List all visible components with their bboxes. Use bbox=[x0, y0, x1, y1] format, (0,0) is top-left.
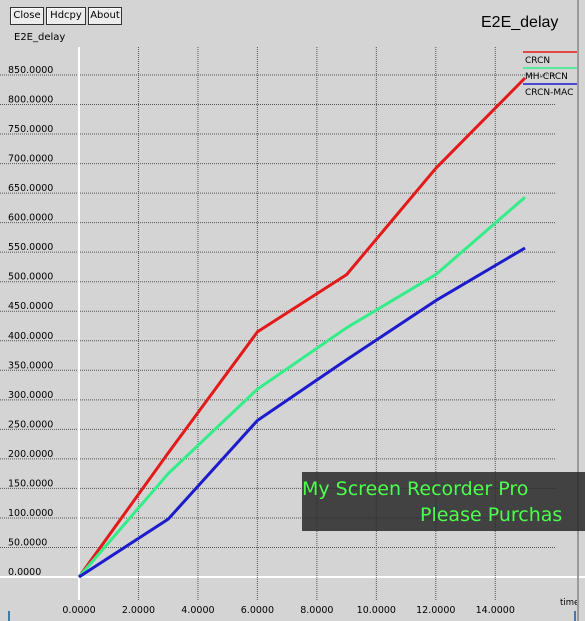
y-tick-label: 50.0000 bbox=[8, 537, 47, 548]
legend-label: CRCN-MAC bbox=[525, 88, 573, 98]
y-tick-label: 450.0000 bbox=[8, 301, 53, 312]
watermark-line-1: My Screen Recorder Pro bbox=[302, 478, 529, 500]
y-tick-label: 800.0000 bbox=[8, 95, 53, 106]
y-tick-label: 600.0000 bbox=[8, 213, 53, 224]
y-tick-label: 0.0000 bbox=[8, 567, 41, 578]
graph-subtitle: E2E_delay bbox=[14, 32, 66, 43]
y-tick-label: 100.0000 bbox=[8, 508, 53, 519]
legend-label: MH-CRCN bbox=[525, 72, 568, 82]
window-corner-right bbox=[574, 611, 576, 621]
legend-label: CRCN bbox=[525, 56, 550, 66]
x-tick-label: 12.0000 bbox=[416, 605, 455, 616]
series-line-mh-crcn bbox=[77, 196, 526, 578]
close-button[interactable]: Close bbox=[10, 7, 44, 25]
window-border bbox=[577, 0, 579, 621]
y-tick-label: 550.0000 bbox=[8, 242, 53, 253]
series-line-crcn bbox=[77, 76, 527, 578]
watermark-overlay: My Screen Recorder Pro Please Purchas bbox=[302, 472, 585, 531]
y-tick-label: 300.0000 bbox=[8, 390, 53, 401]
x-axis-label: time bbox=[560, 598, 579, 608]
y-tick-label: 250.0000 bbox=[8, 419, 53, 430]
y-tick-label: 850.0000 bbox=[8, 65, 53, 76]
x-tick-label: 10.0000 bbox=[357, 605, 396, 616]
x-tick-label: 14.0000 bbox=[476, 605, 515, 616]
y-tick-label: 350.0000 bbox=[8, 360, 53, 371]
x-tick-label: 0.0000 bbox=[62, 605, 95, 616]
toolbar: Close Hdcpy About E2E_delay E2E_delay bbox=[0, 0, 585, 46]
y-tick-label: 150.0000 bbox=[8, 478, 53, 489]
graph-title: E2E_delay bbox=[481, 14, 559, 31]
y-tick-label: 500.0000 bbox=[8, 272, 53, 283]
x-tick-label: 6.0000 bbox=[241, 605, 274, 616]
watermark-line-2: Please Purchas bbox=[420, 504, 563, 526]
series-line-crcn-mac bbox=[78, 246, 526, 579]
window-corner-left bbox=[8, 611, 10, 621]
about-button[interactable]: About bbox=[88, 7, 122, 25]
hardcopy-button[interactable]: Hdcpy bbox=[46, 7, 86, 25]
y-tick-label: 200.0000 bbox=[8, 449, 53, 460]
y-tick-label: 750.0000 bbox=[8, 124, 53, 135]
y-tick-label: 650.0000 bbox=[8, 183, 53, 194]
y-tick-label: 400.0000 bbox=[8, 331, 53, 342]
x-tick-label: 4.0000 bbox=[181, 605, 214, 616]
y-tick-label: 700.0000 bbox=[8, 154, 53, 165]
x-tick-label: 8.0000 bbox=[300, 605, 333, 616]
x-tick-label: 2.0000 bbox=[122, 605, 155, 616]
